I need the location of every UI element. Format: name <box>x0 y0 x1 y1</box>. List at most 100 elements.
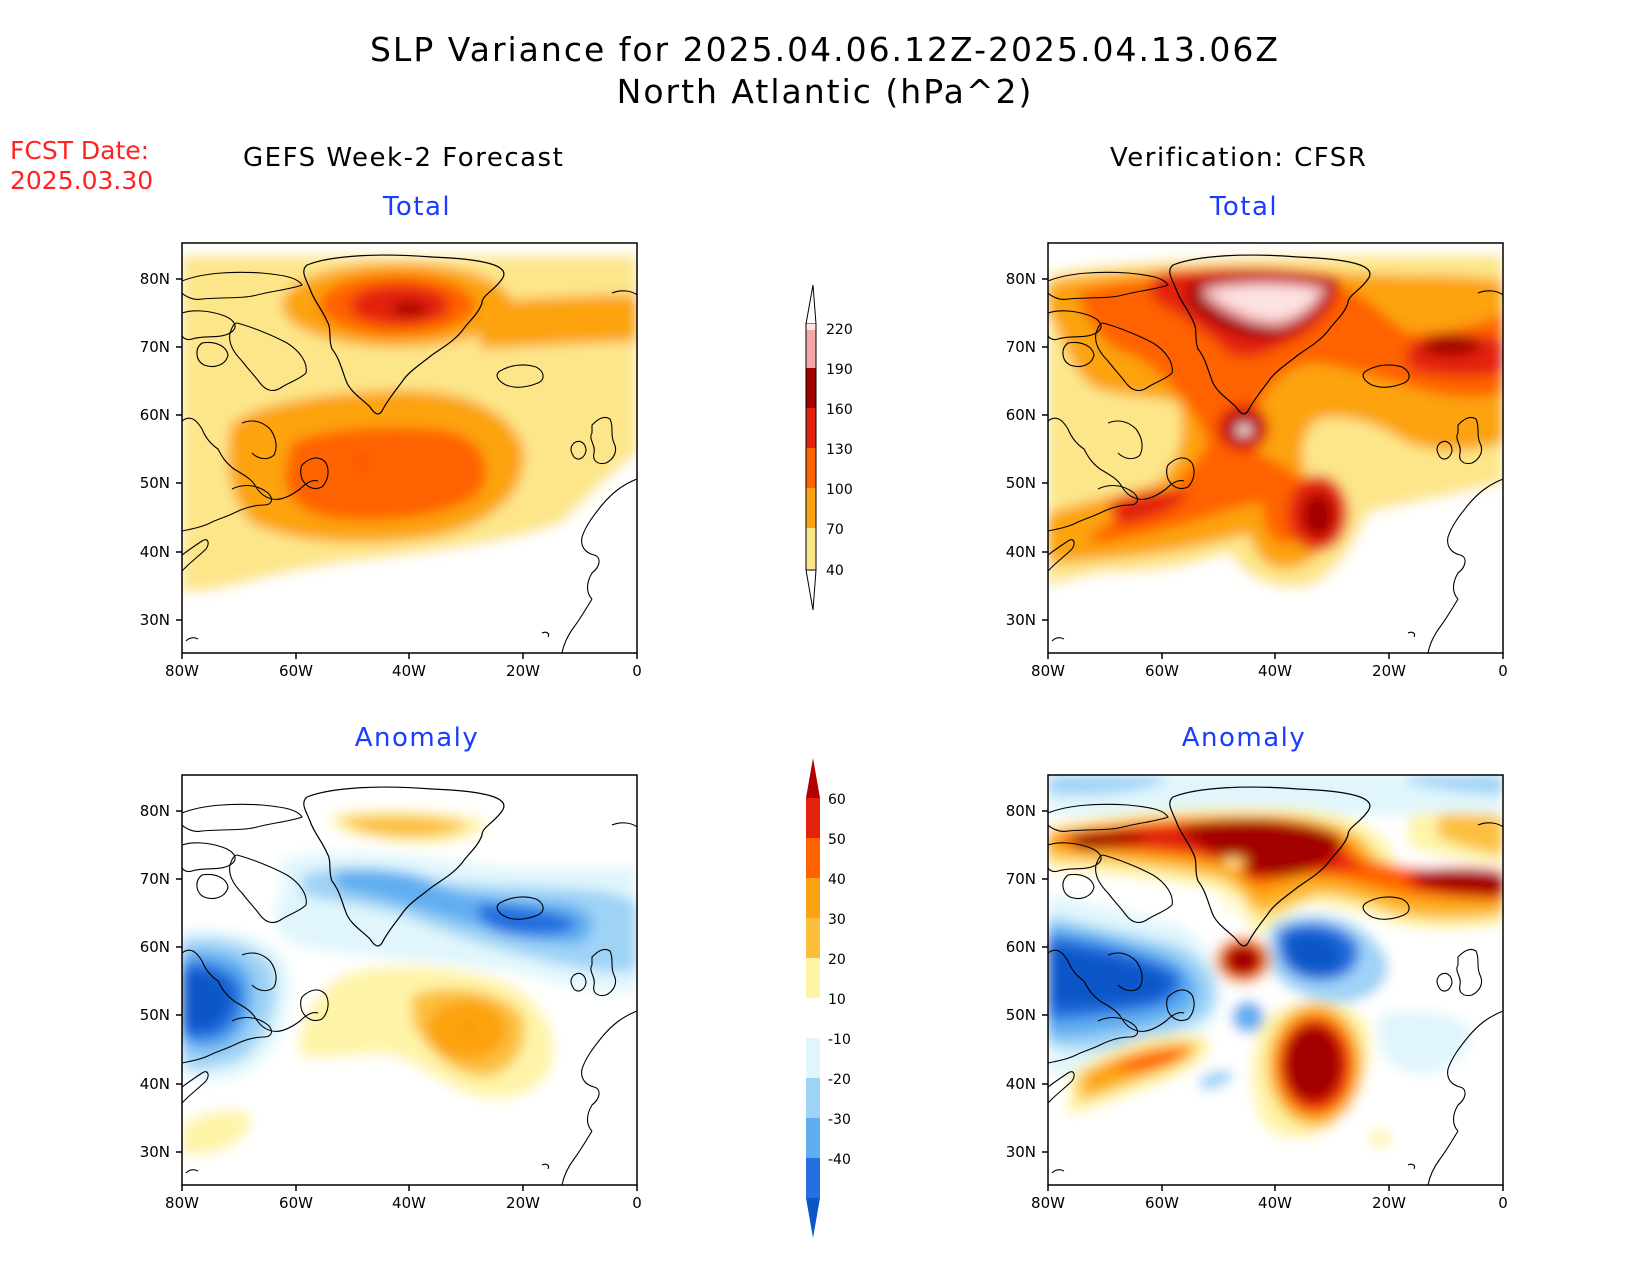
svg-text:60W: 60W <box>279 662 313 680</box>
lon-labels-verification-anomaly: 80W 60W 40W 20W 0 <box>1031 1194 1508 1212</box>
panel-title-verification-anomaly: Anomaly <box>1181 723 1307 753</box>
svg-text:80W: 80W <box>165 662 199 680</box>
forecast-column-title: GEFS Week-2 Forecast <box>243 143 565 173</box>
svg-text:40N: 40N <box>140 543 170 561</box>
lat-labels-verification-anomaly: 80N 70N 60N 50N 40N 30N <box>1006 802 1036 1161</box>
colorbar-anomaly-bin-2 <box>806 878 820 918</box>
svg-text:70N: 70N <box>140 870 170 888</box>
colorbar-anomaly-bin-5 <box>806 998 820 1038</box>
svg-text:40W: 40W <box>1258 1194 1292 1212</box>
svg-text:30N: 30N <box>140 1143 170 1161</box>
svg-text:50N: 50N <box>140 474 170 492</box>
svg-text:60W: 60W <box>279 1194 313 1212</box>
svg-text:20W: 20W <box>1372 662 1406 680</box>
svg-text:0: 0 <box>1498 1194 1508 1212</box>
svg-text:20W: 20W <box>506 1194 540 1212</box>
lat-labels-verification-total: 80N 70N 60N 50N 40N 30N <box>1006 270 1036 629</box>
svg-text:80W: 80W <box>165 1194 199 1212</box>
verification-column-title: Verification: CFSR <box>1110 143 1368 173</box>
colorbar-anomaly-bin-3 <box>806 918 820 958</box>
svg-text:50N: 50N <box>140 1006 170 1024</box>
svg-text:190: 190 <box>826 362 853 378</box>
fcst-date-value: 2025.03.30 <box>10 166 154 195</box>
lon-labels-verification-total: 80W 60W 40W 20W 0 <box>1031 662 1508 680</box>
svg-text:40N: 40N <box>1006 543 1036 561</box>
svg-text:70N: 70N <box>1006 870 1036 888</box>
svg-text:220: 220 <box>826 322 853 338</box>
svg-text:30: 30 <box>828 912 846 928</box>
svg-text:70N: 70N <box>140 338 170 356</box>
svg-text:0: 0 <box>632 1194 642 1212</box>
svg-text:60W: 60W <box>1145 662 1179 680</box>
colorbar-total-bin-3 <box>806 408 816 448</box>
svg-text:-10: -10 <box>828 1032 851 1048</box>
svg-text:100: 100 <box>826 482 853 498</box>
svg-text:60N: 60N <box>1006 938 1036 956</box>
colorbar-total-bin-1 <box>806 488 816 528</box>
svg-text:-30: -30 <box>828 1112 851 1128</box>
svg-text:80N: 80N <box>140 802 170 820</box>
svg-text:130: 130 <box>826 442 853 458</box>
svg-text:80W: 80W <box>1031 662 1065 680</box>
panel-title-forecast-total: Total <box>382 192 452 222</box>
panel-title-forecast-anomaly: Anomaly <box>354 723 480 753</box>
svg-text:50: 50 <box>828 832 846 848</box>
map-forecast-total <box>175 242 638 660</box>
svg-text:40W: 40W <box>1258 662 1292 680</box>
main-title-line2: North Atlantic (hPa^2) <box>616 72 1034 111</box>
svg-text:50N: 50N <box>1006 1006 1036 1024</box>
svg-text:60: 60 <box>828 792 846 808</box>
map-verification-anomaly <box>1041 774 1504 1192</box>
colorbar-anomaly-bin-7 <box>806 1078 820 1118</box>
colorbar-total-bin-0 <box>806 528 816 570</box>
lat-labels-forecast-total: 80N 70N 60N 50N 40N 30N <box>140 270 170 629</box>
colorbar-anomaly-bin-8 <box>806 1118 820 1158</box>
colorbar-total-bin-4 <box>806 368 816 408</box>
svg-text:40N: 40N <box>140 1075 170 1093</box>
svg-text:70N: 70N <box>1006 338 1036 356</box>
lat-labels-forecast-anomaly: 80N 70N 60N 50N 40N 30N <box>140 802 170 1161</box>
colorbar-anomaly-bin-4 <box>806 958 820 998</box>
colorbar-total-bin-2 <box>806 448 816 488</box>
svg-text:40: 40 <box>826 563 844 579</box>
svg-text:20W: 20W <box>506 662 540 680</box>
svg-text:30N: 30N <box>1006 1143 1036 1161</box>
svg-text:40W: 40W <box>392 1194 426 1212</box>
svg-text:-40: -40 <box>828 1152 851 1168</box>
svg-text:40N: 40N <box>1006 1075 1036 1093</box>
svg-text:160: 160 <box>826 402 853 418</box>
svg-text:20: 20 <box>828 952 846 968</box>
svg-text:30N: 30N <box>140 611 170 629</box>
colorbar-anomaly-bin-0 <box>806 798 820 838</box>
fcst-date-label: FCST Date: <box>10 136 150 165</box>
svg-text:-20: -20 <box>828 1072 851 1088</box>
map-forecast-anomaly <box>175 774 638 1192</box>
svg-text:0: 0 <box>632 662 642 680</box>
svg-text:10: 10 <box>828 992 846 1008</box>
svg-text:0: 0 <box>1498 662 1508 680</box>
svg-text:40W: 40W <box>392 662 426 680</box>
colorbar-anomaly: 60 50 40 30 20 10 -10 -20 -30 -40 <box>806 758 851 1238</box>
colorbar-anomaly-bin-9 <box>806 1158 820 1198</box>
colorbar-anomaly-bin-1 <box>806 838 820 878</box>
colorbar-total: 220 190 160 130 100 70 40 <box>805 284 853 611</box>
svg-text:70: 70 <box>826 522 844 538</box>
svg-text:50N: 50N <box>1006 474 1036 492</box>
map-verification-total <box>1041 242 1504 660</box>
main-title-line1: SLP Variance for 2025.04.06.12Z-2025.04.… <box>369 30 1281 69</box>
svg-text:60N: 60N <box>140 938 170 956</box>
svg-text:30N: 30N <box>1006 611 1036 629</box>
svg-text:20W: 20W <box>1372 1194 1406 1212</box>
svg-text:40: 40 <box>828 872 846 888</box>
svg-text:60W: 60W <box>1145 1194 1179 1212</box>
svg-text:60N: 60N <box>1006 406 1036 424</box>
svg-text:80W: 80W <box>1031 1194 1065 1212</box>
lon-labels-forecast-total: 80W 60W 40W 20W 0 <box>165 662 642 680</box>
colorbar-anomaly-bin-6 <box>806 1038 820 1078</box>
svg-text:80N: 80N <box>140 270 170 288</box>
svg-text:80N: 80N <box>1006 802 1036 820</box>
svg-text:80N: 80N <box>1006 270 1036 288</box>
colorbar-total-bin-5 <box>806 330 816 368</box>
panel-title-verification-total: Total <box>1209 192 1279 222</box>
